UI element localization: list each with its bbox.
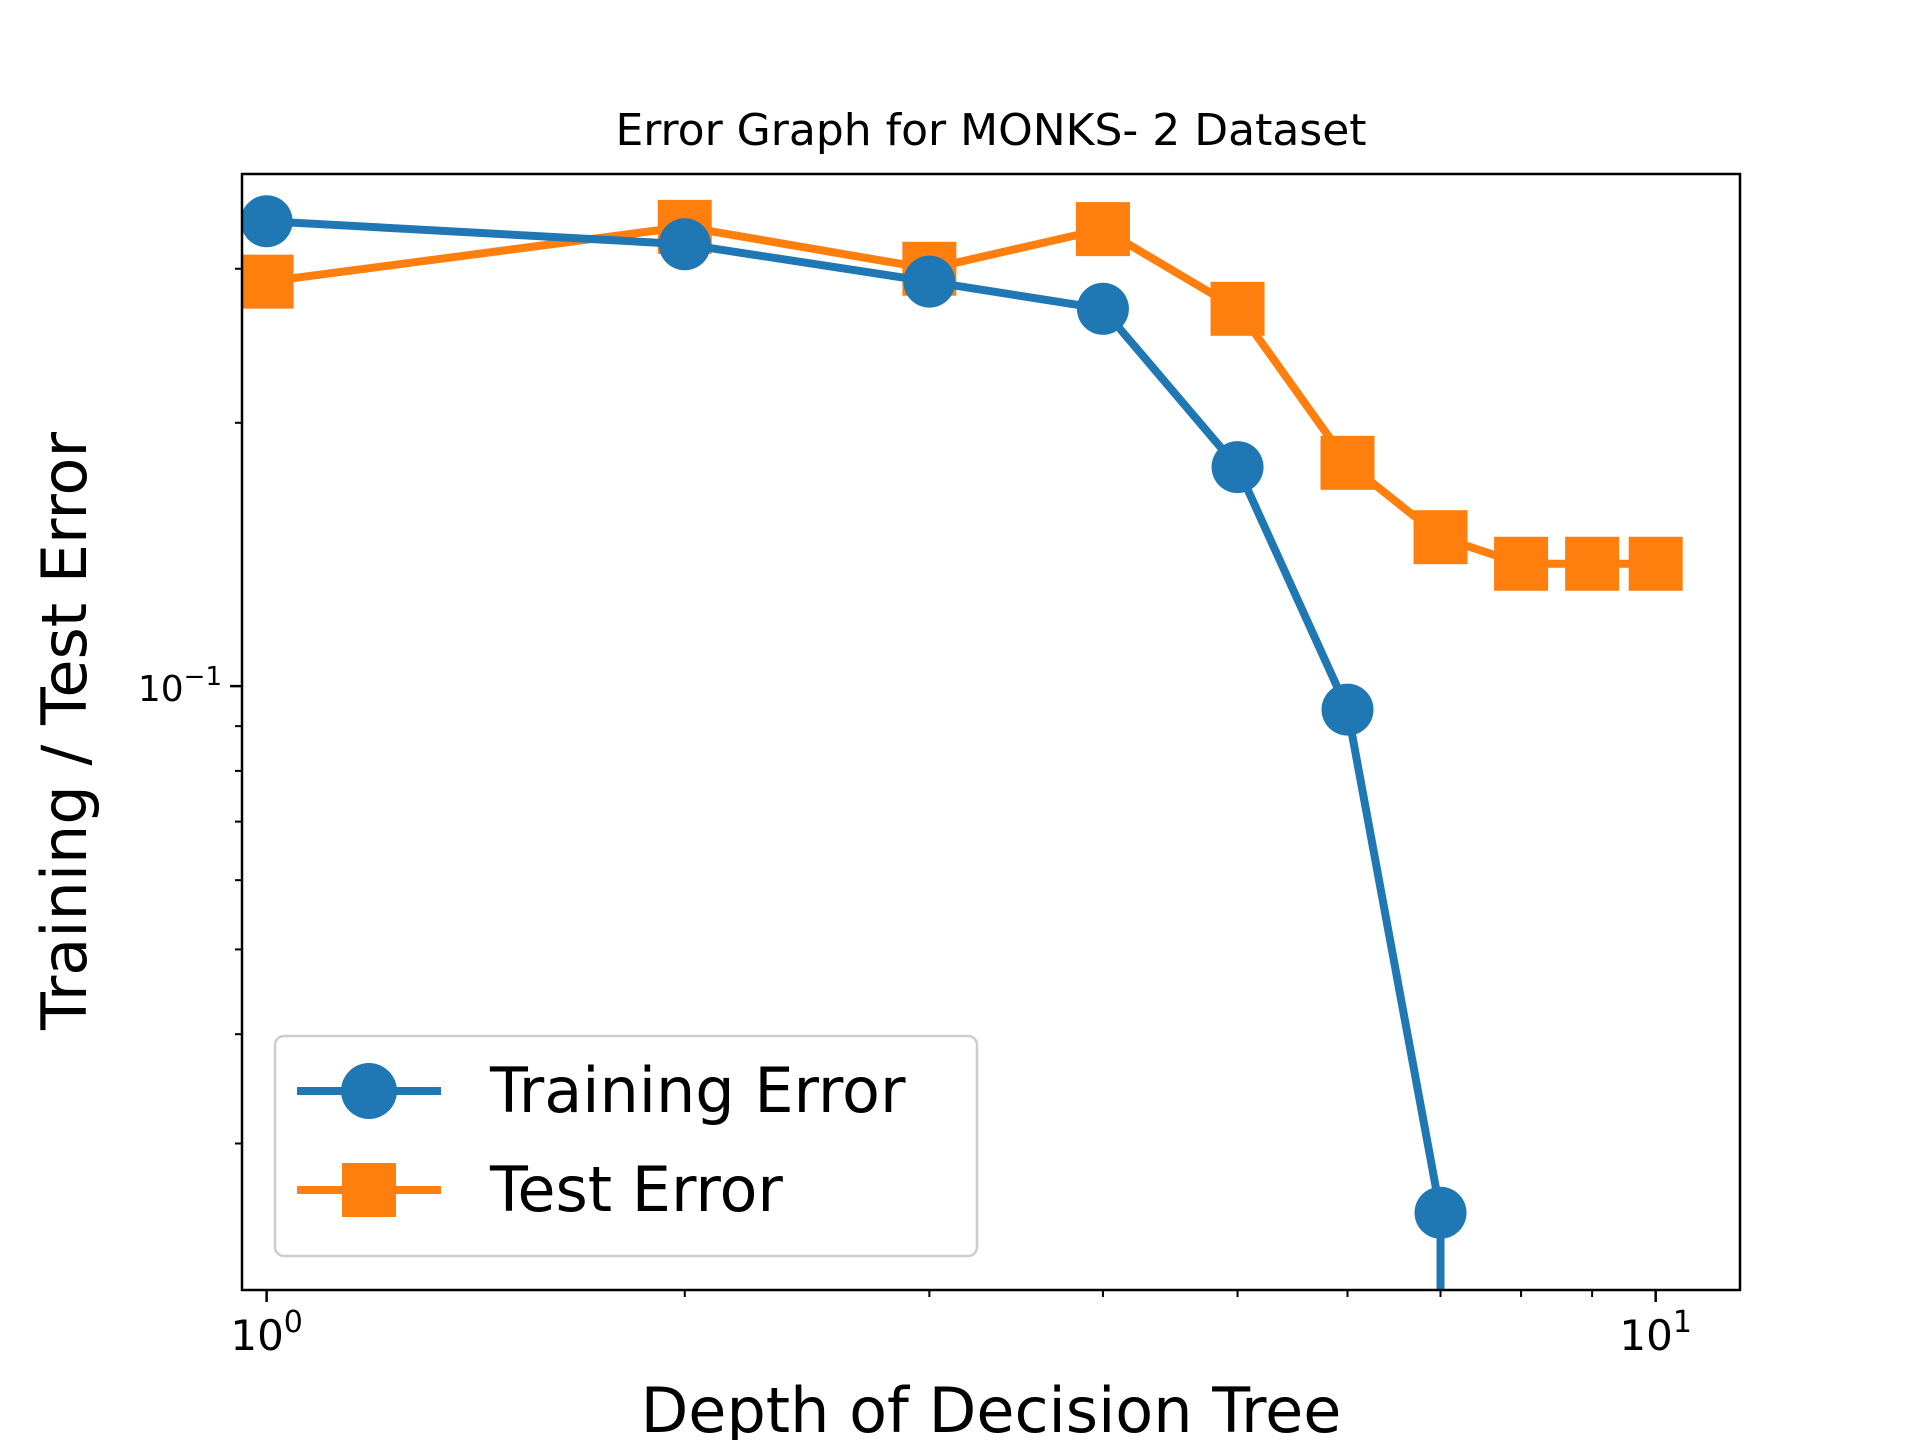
data-point <box>242 195 293 248</box>
x-tick-label: 100 <box>230 1305 303 1360</box>
legend-marker-square <box>342 1163 396 1217</box>
plot-frame <box>240 172 1742 1292</box>
data-point <box>1075 202 1130 257</box>
legend: Training Error Test Error <box>273 1034 979 1258</box>
x-tick-label: 101 <box>1619 1305 1692 1360</box>
major-ticks <box>230 684 1657 1302</box>
chart-title: Error Graph for MONKS- 2 Dataset <box>615 105 1366 156</box>
data-point <box>1413 510 1468 565</box>
legend-marker-circle <box>341 1063 397 1119</box>
data-point <box>903 255 956 308</box>
legend-frame <box>273 1034 979 1258</box>
series-layer <box>242 195 1683 1290</box>
data-point <box>658 218 711 271</box>
data-point <box>1210 281 1265 336</box>
data-point <box>1211 441 1264 494</box>
data-point <box>1414 1186 1467 1239</box>
legend-label-training: Training Error <box>489 1054 906 1127</box>
series-line <box>266 222 1656 568</box>
series-training-error <box>242 195 1467 1290</box>
legend-label-test: Test Error <box>489 1153 783 1226</box>
y-axis-label: Training / Test Error <box>28 432 101 1031</box>
data-point <box>1565 536 1620 591</box>
data-point <box>1494 536 1549 591</box>
y-tick-label: 10−1 <box>138 662 222 710</box>
data-point <box>1320 435 1375 490</box>
x-axis-label: Depth of Decision Tree <box>641 1374 1342 1440</box>
data-point <box>242 254 294 309</box>
data-point <box>1628 536 1683 591</box>
data-point <box>1076 282 1129 335</box>
tick-labels: 100 101 10−1 <box>138 662 1692 1360</box>
data-point <box>1321 683 1374 736</box>
